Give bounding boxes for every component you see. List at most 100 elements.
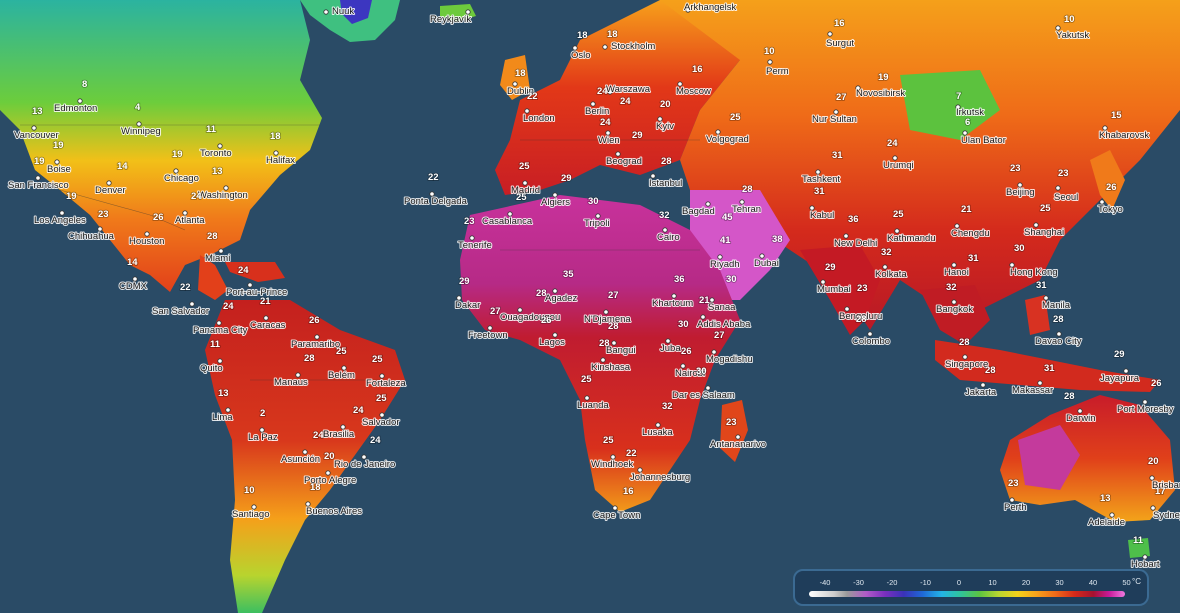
city-marker-beograd[interactable]: Beograd 29 <box>605 129 643 168</box>
city-marker-panama-city[interactable]: Panama City 24 <box>192 300 249 337</box>
city-marker-dakar[interactable]: Dakar 29 <box>454 275 481 312</box>
city-marker-mumbai[interactable]: Mumbai 29 <box>816 261 852 296</box>
city-marker-johannesburg[interactable]: Johannesburg 22 <box>625 447 691 484</box>
city-marker-madrid[interactable]: Madrid 25 <box>510 160 541 197</box>
city-marker-winnipeg[interactable]: Winnipeg 4 <box>120 101 162 138</box>
city-marker-lagos[interactable]: Lagos 26 <box>538 314 566 349</box>
city-marker-casablanca[interactable]: Casablanca 25 <box>481 191 534 228</box>
city-marker-salvador[interactable]: Salvador 25 <box>361 392 401 429</box>
city-marker-kabul[interactable]: Kabul 31 <box>809 185 835 222</box>
city-marker-colombo[interactable]: Colombo 28 <box>851 313 891 348</box>
city-marker-houston[interactable]: Houston 26 <box>128 211 165 248</box>
city-marker-brasilia[interactable]: Brasilia 24 <box>322 404 365 441</box>
city-marker-vancouver[interactable]: Vancouver 13 <box>13 105 60 142</box>
city-marker-sydney[interactable]: Sydney 17 <box>1150 485 1180 522</box>
city-marker-ulan-bator[interactable]: Ulan Bator 6 <box>960 116 1007 147</box>
city-marker-chengdu[interactable]: Chengdu 21 <box>950 203 991 240</box>
city-marker-arkhangelsk[interactable]: Arkhangelsk <box>683 1 738 14</box>
city-marker-khabarovsk[interactable]: Khabarovsk 15 <box>1098 109 1150 142</box>
city-marker-halifax[interactable]: Halifax 18 <box>265 130 296 167</box>
city-marker-novosibirsk[interactable]: Novosibirsk 19 <box>855 71 906 100</box>
city-marker-hong-kong[interactable]: Hong Kong 30 <box>1009 242 1059 279</box>
city-marker-caracas[interactable]: Caracas 21 <box>249 295 287 332</box>
city-marker-luanda[interactable]: Luanda 25 <box>576 373 610 412</box>
city-marker-fortaleza[interactable]: Fortaleza 25 <box>365 353 407 390</box>
city-marker-berlin[interactable]: Berlin 24 <box>584 85 610 118</box>
city-marker-santiago[interactable]: Santiago 10 <box>231 484 271 521</box>
city-marker-toronto[interactable]: Toronto 11 <box>199 123 233 160</box>
city-marker-manaus[interactable]: Manaus 28 <box>273 352 315 389</box>
city-marker-kinshasa[interactable]: Kinshasa 28 <box>590 337 632 374</box>
city-marker-london[interactable]: London 22 <box>522 90 556 125</box>
city-marker-nur-sultan[interactable]: Nur Sultan 27 <box>811 91 858 126</box>
city-marker-singapore[interactable]: Singapore 28 <box>944 336 989 371</box>
city-marker-freetown[interactable]: Freetown 27 <box>467 305 509 342</box>
city-marker-bangui[interactable]: Bangui 28 <box>605 320 637 357</box>
city-marker-volgograd[interactable]: Volgograd 25 <box>705 111 750 146</box>
city-marker-sanaa[interactable]: Sanaa 30 <box>707 273 737 314</box>
city-marker-cairo[interactable]: Cairo 32 <box>656 209 681 244</box>
city-marker-san-salvador[interactable]: San Salvador 22 <box>151 281 210 318</box>
city-marker-juba[interactable]: Juba 30 <box>659 318 689 355</box>
city-marker-beijing[interactable]: Beijing 23 <box>1005 162 1036 199</box>
city-marker-los-angeles[interactable]: Los Angeles 19 <box>33 190 87 227</box>
city-marker-shanghai[interactable]: Shanghai 25 <box>1023 202 1065 239</box>
city-marker-port-moresby[interactable]: Port Moresby 26 <box>1116 377 1175 416</box>
city-marker-chihuahua[interactable]: Chihuahua 23 <box>67 208 116 243</box>
city-marker-perm[interactable]: Perm 10 <box>763 45 790 78</box>
city-marker-bagdad[interactable]: Bagdad 45 <box>681 201 734 224</box>
city-marker-tehran[interactable]: Tehran 28 <box>731 183 762 216</box>
city-marker-tokyo[interactable]: Tokyo 26 <box>1097 181 1124 216</box>
city-marker-brisbane[interactable]: Brisbane 20 <box>1147 455 1180 492</box>
city-marker-urumqi[interactable]: Urumqi 24 <box>882 137 915 172</box>
city-marker-quito[interactable]: Quito 11 <box>199 338 224 375</box>
city-marker-dubai[interactable]: Dubai 38 <box>753 233 783 270</box>
city-marker-chicago[interactable]: Chicago 19 <box>163 148 200 185</box>
city-marker-addis-ababa[interactable]: Addis Ababa 21 <box>696 294 752 331</box>
city-marker-windhoek[interactable]: Windhoek 25 <box>590 434 634 471</box>
city-marker-tripoli[interactable]: Tripoli 30 <box>583 195 611 230</box>
city-marker-n-djamena[interactable]: N'Djamena 27 <box>583 289 632 326</box>
city-marker-bengaluru[interactable]: Bengaluru 23 <box>838 282 883 323</box>
city-marker-agadez[interactable]: Agadez 35 <box>544 268 578 305</box>
city-marker-jayapura[interactable]: Jayapura 29 <box>1099 348 1141 385</box>
city-marker-moscow[interactable]: Moscow 16 <box>675 63 712 98</box>
city-marker-kathmandu[interactable]: Kathmandu 25 <box>886 208 937 245</box>
city-marker-buenos-aires[interactable]: Buenos Aires 18 <box>305 481 363 518</box>
city-marker-hobart[interactable]: Hobart 11 <box>1130 534 1161 571</box>
city-marker-reykjav-k[interactable]: Reykjavík <box>429 9 472 26</box>
city-marker-nuuk[interactable]: Nuuk <box>323 5 355 18</box>
city-marker-khartoum[interactable]: Khartoum 36 <box>651 273 694 310</box>
city-marker-hanoi[interactable]: Hanoi 31 <box>943 252 980 279</box>
city-marker-yakutsk[interactable]: Yakutsk 10 <box>1055 13 1090 42</box>
city-marker-istanbul[interactable]: Istanbul 28 <box>648 155 683 190</box>
city-marker-wien[interactable]: Wien 24 <box>597 116 621 147</box>
city-marker-edmonton[interactable]: Edmonton 8 <box>53 78 98 115</box>
city-marker-ouagadougou[interactable]: Ouagadougou 28 <box>499 287 561 324</box>
city-marker-dublin[interactable]: Dublin 18 <box>506 67 535 98</box>
city-marker-seoul[interactable]: Seoul 23 <box>1053 167 1079 204</box>
city-marker-porto-alegre[interactable]: Porto Alegre 20 <box>303 450 357 487</box>
city-marker-denver[interactable]: Denver 14 <box>94 160 129 197</box>
city-marker-dar-es-salaam[interactable]: Dar es Salaam 30 <box>671 365 736 402</box>
city-marker-lima[interactable]: Lima 13 <box>211 387 234 424</box>
city-marker-darwin[interactable]: Darwin 28 <box>1063 390 1096 425</box>
city-marker-miami[interactable]: Miami 28 <box>204 230 231 265</box>
city-marker-surgut[interactable]: Surgut 16 <box>825 17 855 50</box>
city-marker-tashkent[interactable]: Tashkent 31 <box>801 149 844 186</box>
city-marker-washington[interactable]: Washington 13 <box>197 165 249 202</box>
city-marker-port-au-prince[interactable]: Port-au-Prince 24 <box>225 264 288 299</box>
city-marker-antananarivo[interactable]: Antananarivo 23 <box>709 416 767 451</box>
city-marker-adelaide[interactable]: Adelaide 13 <box>1087 492 1126 529</box>
city-marker-jakarta[interactable]: Jakarta 28 <box>964 364 998 399</box>
city-marker-new-delhi[interactable]: New Delhi 36 <box>833 213 878 250</box>
city-marker-manila[interactable]: Manila 31 <box>1035 279 1072 312</box>
city-marker-atlanta[interactable]: Atlanta 24 <box>174 190 206 227</box>
city-marker-bangkok[interactable]: Bangkok 32 <box>935 281 974 316</box>
city-marker-san-francisco[interactable]: San Francisco 19 <box>7 155 70 192</box>
city-marker-davao-city[interactable]: Davao City 28 <box>1034 313 1083 348</box>
city-marker-lusaka[interactable]: Lusaka 32 <box>641 400 674 439</box>
